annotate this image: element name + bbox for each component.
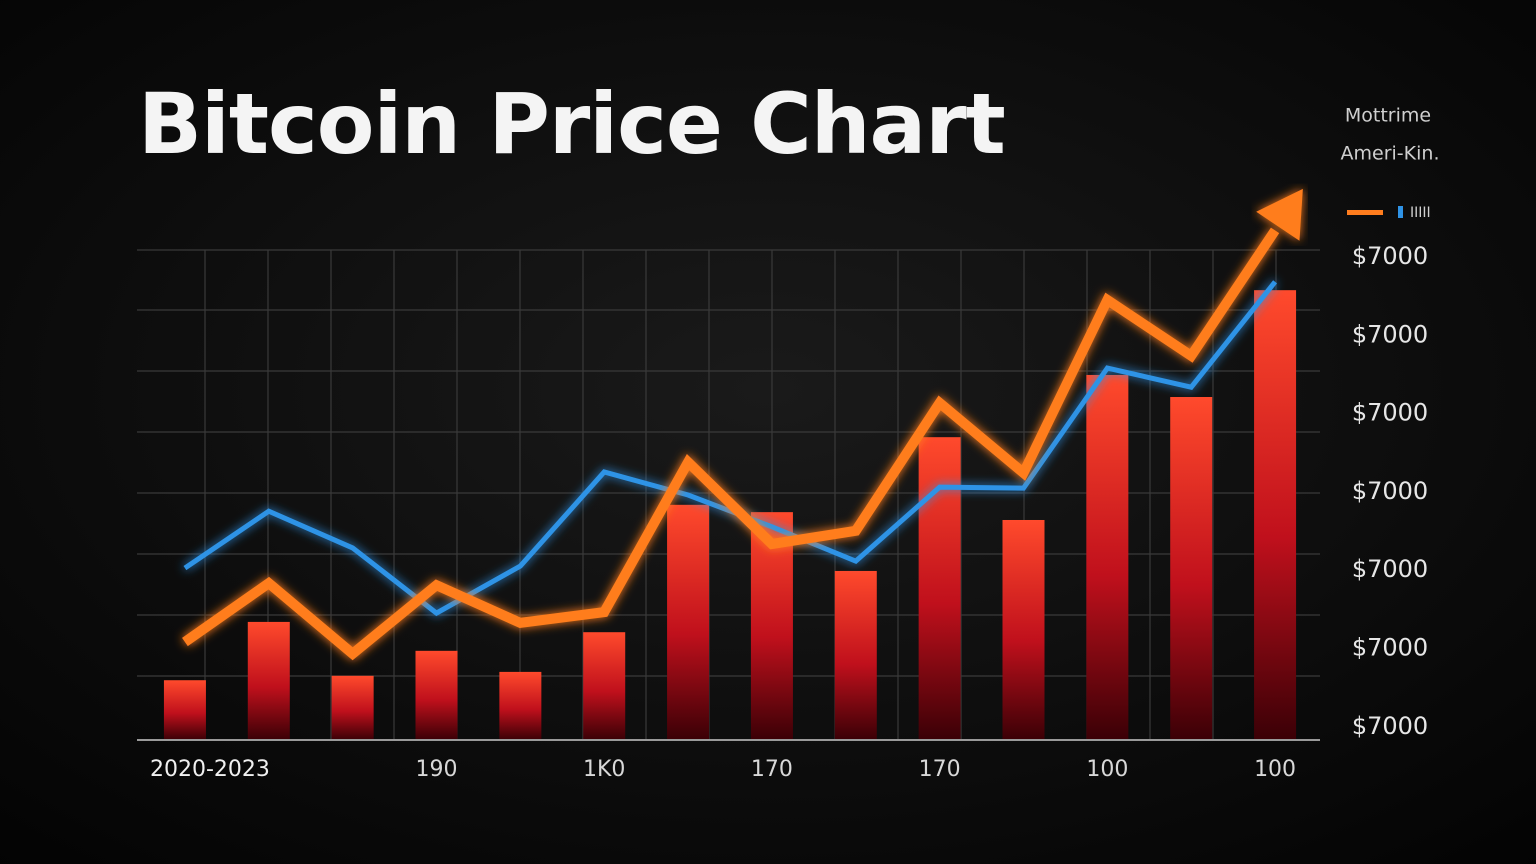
bar <box>750 512 793 740</box>
y-axis-label: $7000 <box>1352 399 1428 427</box>
line <box>183 280 1278 617</box>
bar <box>1086 374 1129 740</box>
legend-swatch <box>1398 206 1403 218</box>
y-axis-label: $7000 <box>1352 712 1428 740</box>
x-tick-label: 100 <box>1086 757 1128 782</box>
bar <box>331 675 374 740</box>
bar <box>415 650 458 740</box>
legend-text: Ameri-Kin. <box>1341 143 1440 165</box>
bar <box>1170 397 1213 740</box>
chart-title: Bitcoin Price Chart <box>138 75 1005 173</box>
bar <box>499 671 542 740</box>
bar <box>918 437 961 740</box>
y-axis-label: $7000 <box>1352 320 1428 348</box>
bar <box>667 504 710 740</box>
x-tick-label: 190 <box>416 757 458 782</box>
y-axis-label: $7000 <box>1352 477 1428 505</box>
line <box>182 227 1280 661</box>
bar <box>163 680 206 740</box>
x-tick-label: 2020-2023 <box>150 757 270 782</box>
bar <box>583 632 626 740</box>
y-axis-label: $7000 <box>1352 634 1428 662</box>
bar <box>1002 519 1045 740</box>
x-tick-label: 1K0 <box>583 757 625 782</box>
y-axis-label: $7000 <box>1352 242 1428 270</box>
bar <box>834 570 877 740</box>
x-tick-label: 170 <box>751 757 793 782</box>
legend-key-label: IIIII <box>1410 205 1431 221</box>
x-tick-label: 100 <box>1254 757 1296 782</box>
legend-text: Mottrime <box>1345 105 1431 127</box>
arrow-head <box>1256 188 1303 241</box>
y-axis-label: $7000 <box>1352 555 1428 583</box>
x-tick-label: 170 <box>919 757 961 782</box>
legend-swatch <box>1347 210 1383 215</box>
bar <box>247 621 290 740</box>
bar <box>1254 290 1297 740</box>
